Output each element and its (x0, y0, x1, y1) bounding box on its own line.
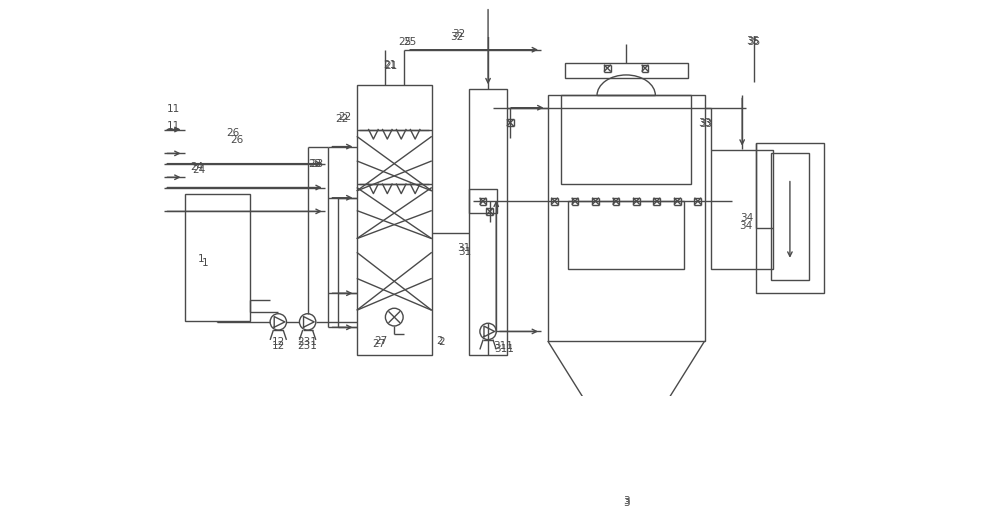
Text: 23: 23 (308, 159, 321, 169)
Bar (548, 96, 705, 341)
Text: 311: 311 (493, 341, 513, 351)
Text: 3: 3 (623, 498, 630, 508)
Text: 21: 21 (384, 61, 397, 71)
Text: 1: 1 (198, 254, 205, 264)
Text: 2: 2 (437, 336, 443, 346)
Text: 26: 26 (226, 128, 239, 138)
Text: 32: 32 (452, 29, 466, 39)
Text: 22: 22 (338, 112, 351, 122)
Text: 25: 25 (403, 37, 417, 47)
Text: 34: 34 (739, 220, 752, 230)
Text: 22: 22 (335, 114, 348, 124)
Text: 12: 12 (272, 338, 285, 348)
Bar (185, 194, 250, 321)
Text: 31: 31 (458, 247, 471, 257)
Bar (568, 201, 684, 269)
Bar (756, 143, 824, 293)
Text: 2: 2 (439, 338, 445, 348)
Text: 34: 34 (740, 213, 754, 223)
Bar (771, 153, 809, 280)
Text: 21: 21 (383, 60, 396, 70)
Text: 32: 32 (450, 33, 464, 43)
Text: 231: 231 (298, 338, 318, 348)
Bar (657, 447, 694, 470)
Text: 27: 27 (373, 339, 386, 349)
Text: 11: 11 (167, 121, 181, 131)
Text: 33: 33 (698, 118, 711, 128)
Text: 31: 31 (457, 243, 470, 253)
Text: 12: 12 (272, 341, 285, 351)
Bar (711, 150, 773, 269)
Bar (357, 85, 432, 354)
Text: 231: 231 (298, 341, 318, 351)
Text: 3: 3 (623, 496, 630, 506)
Text: 27: 27 (374, 336, 387, 346)
Text: 24: 24 (192, 165, 205, 175)
Text: 24: 24 (190, 162, 203, 172)
Bar (469, 189, 497, 214)
Text: 33: 33 (699, 119, 713, 129)
Text: 23: 23 (311, 159, 324, 169)
Text: 311: 311 (494, 344, 514, 354)
Bar (561, 96, 691, 184)
Text: 11: 11 (167, 104, 181, 114)
Text: 35: 35 (746, 36, 759, 46)
Text: 1: 1 (202, 258, 209, 268)
Bar (469, 89, 507, 354)
Text: 35: 35 (747, 37, 760, 47)
Text: 26: 26 (231, 135, 244, 145)
Bar (565, 64, 688, 78)
Text: 25: 25 (398, 37, 411, 47)
